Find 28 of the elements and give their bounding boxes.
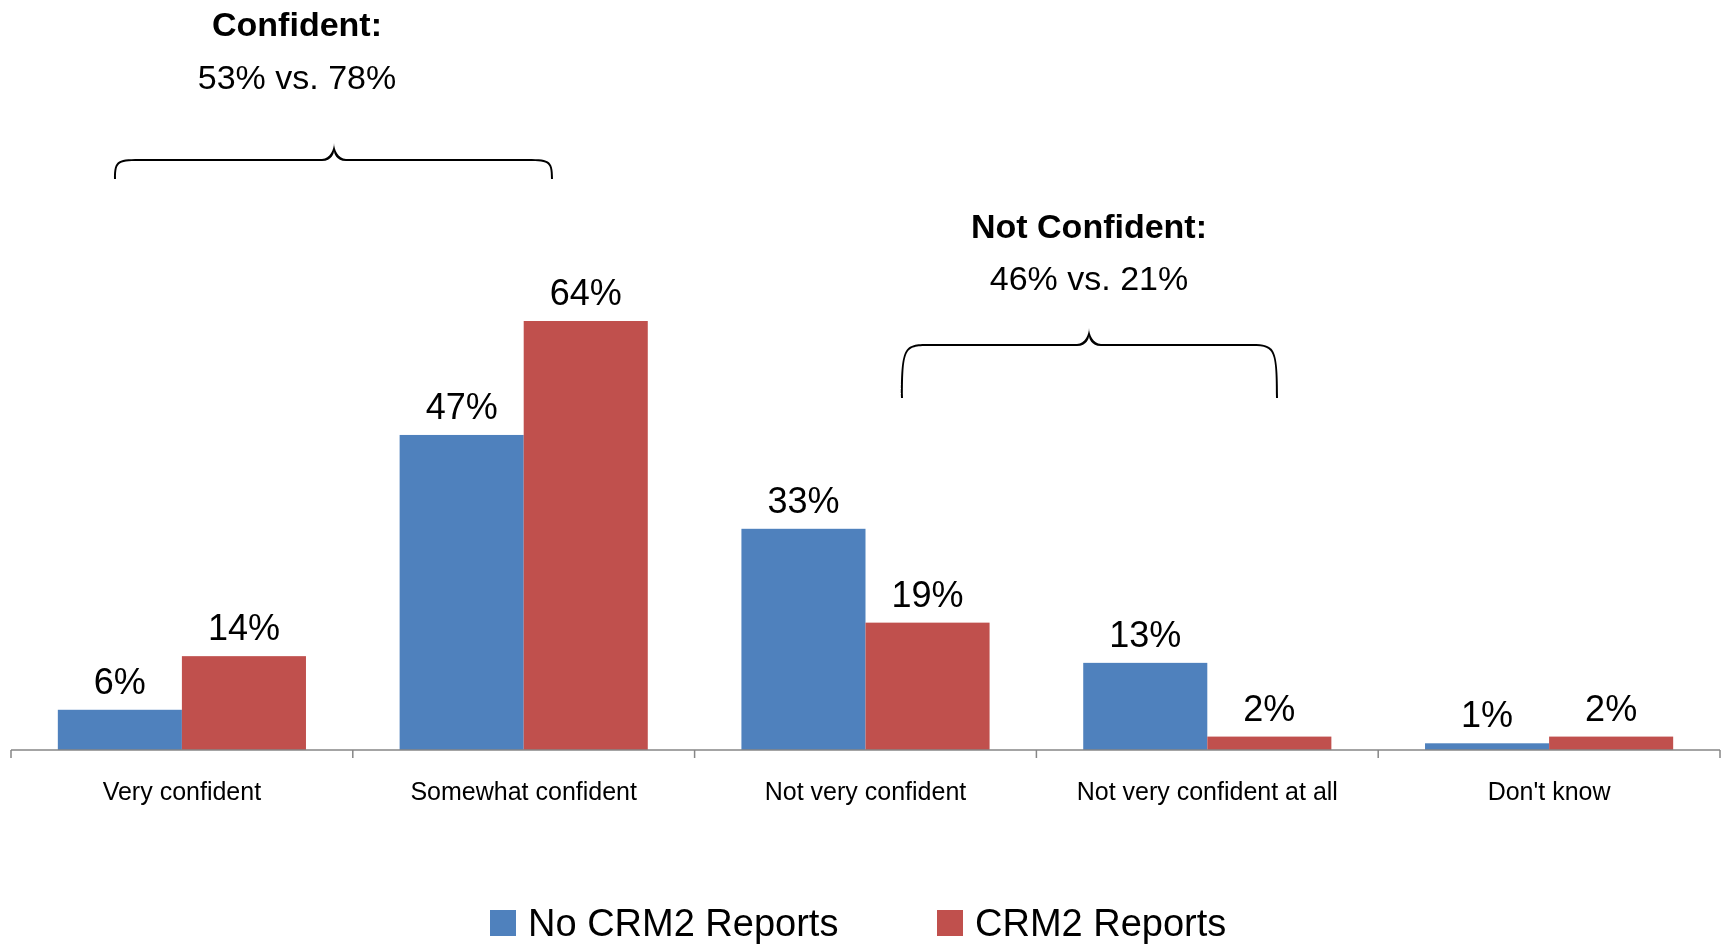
text: 53% vs. 78% bbox=[197, 58, 397, 96]
data-label: 13% bbox=[1109, 613, 1182, 655]
data-label: 2% bbox=[1243, 687, 1296, 729]
data-label: 64% bbox=[549, 272, 622, 313]
data-label: 47% bbox=[425, 385, 498, 427]
text: Not Confident: bbox=[970, 207, 1208, 245]
bar bbox=[865, 622, 990, 750]
bar bbox=[181, 656, 306, 750]
bar bbox=[741, 528, 866, 750]
data-label: 2% bbox=[1585, 687, 1638, 729]
data-label: 6% bbox=[93, 660, 146, 702]
x-tick-label: Don't know bbox=[1487, 777, 1612, 805]
data-label: 1% bbox=[1461, 694, 1514, 736]
x-tick-label: Not very confident bbox=[764, 777, 967, 805]
x-tick-label: Not very confident at all bbox=[1076, 777, 1338, 805]
data-label: 33% bbox=[767, 479, 840, 521]
bar bbox=[1083, 662, 1208, 750]
data-label: 19% bbox=[891, 573, 964, 615]
bar bbox=[57, 709, 182, 750]
x-tick-label: Somewhat confident bbox=[410, 777, 638, 805]
bar bbox=[523, 321, 648, 750]
text: Confident: bbox=[212, 5, 382, 43]
text: 46% vs. 21% bbox=[989, 259, 1189, 297]
legend-label: No CRM2 Reports bbox=[528, 902, 839, 944]
legend-label: CRM2 Reports bbox=[975, 902, 1227, 944]
bar bbox=[399, 434, 524, 750]
data-label: 14% bbox=[207, 607, 280, 649]
x-tick-label: Very confident bbox=[102, 777, 262, 805]
